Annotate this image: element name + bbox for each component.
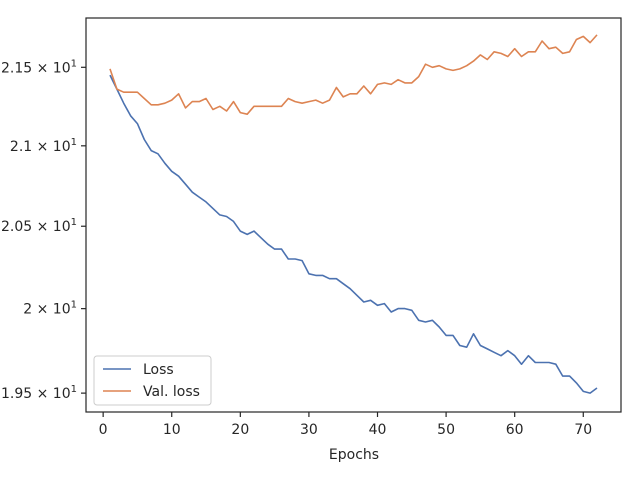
series-line-val-loss	[109, 34, 598, 115]
y-axis-ticks: 1.95 × 101 2 × 101 2.05 × 101 2.1 × 101 2.15…	[1, 58, 86, 402]
plot-frame	[85, 17, 622, 413]
x-axis-ticks: 0 10 20 30 40 50 60 70	[99, 412, 592, 438]
x-tick-label: 70	[574, 422, 592, 438]
legend-label-val-loss: Val. loss	[143, 384, 200, 400]
y-tick-label: 2.15 × 101	[1, 58, 77, 76]
x-tick-label: 0	[99, 422, 108, 438]
x-tick-label: 60	[506, 422, 524, 438]
x-tick-label: 40	[369, 422, 387, 438]
y-tick-label: 2 × 101	[23, 300, 77, 318]
y-tick-label: 2.1 × 101	[10, 137, 77, 155]
x-tick-label: 50	[437, 422, 455, 438]
series-line-loss	[109, 74, 598, 394]
x-tick-label: 20	[231, 422, 249, 438]
y-tick-label: 2.05 × 101	[1, 217, 77, 235]
series-layer	[109, 34, 598, 394]
x-tick-label: 10	[163, 422, 181, 438]
legend: Loss Val. loss	[93, 355, 212, 406]
y-tick-label: 1.95 × 101	[1, 384, 77, 402]
x-axis-label: Epochs	[329, 447, 379, 463]
x-tick-label: 30	[300, 422, 318, 438]
legend-label-loss: Loss	[143, 362, 174, 378]
